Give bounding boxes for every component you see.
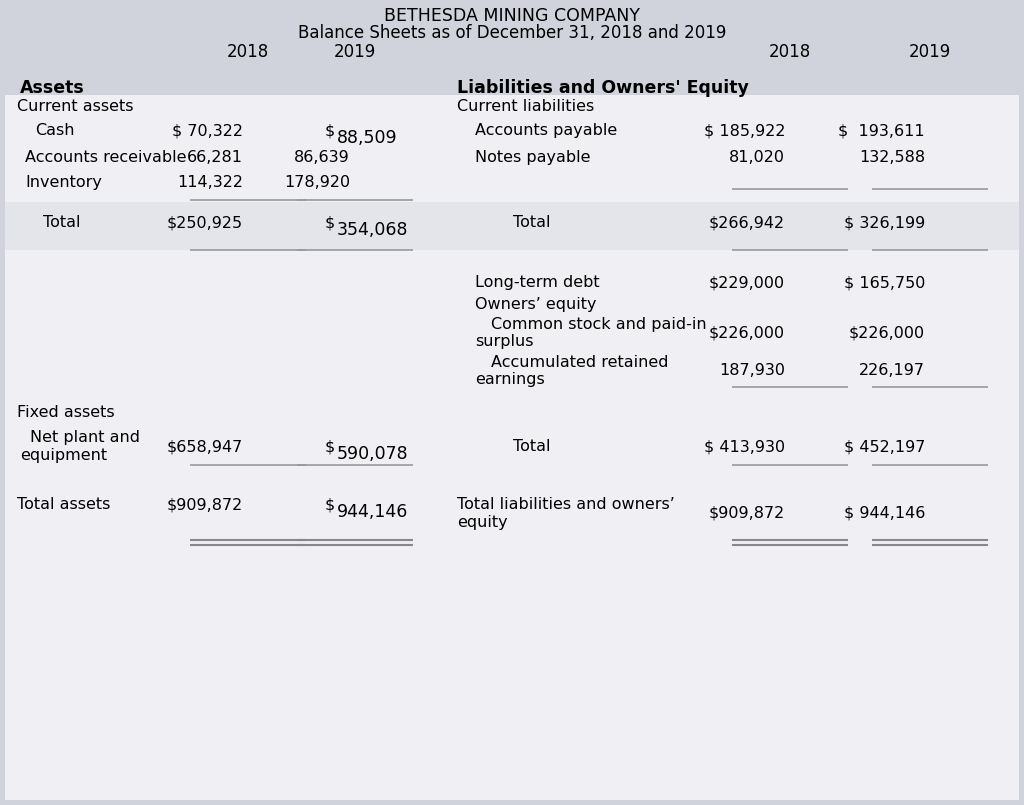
Text: Common stock and paid-in: Common stock and paid-in xyxy=(490,317,707,332)
Text: $658,947: $658,947 xyxy=(167,439,243,454)
Text: 226,197: 226,197 xyxy=(859,363,925,378)
Text: $ 70,322: $ 70,322 xyxy=(172,123,243,138)
FancyBboxPatch shape xyxy=(5,202,1019,250)
Text: Assets: Assets xyxy=(20,79,85,97)
Text: earnings: earnings xyxy=(475,372,545,387)
Text: surplus: surplus xyxy=(475,334,534,349)
Text: Total: Total xyxy=(43,215,81,230)
Text: 88,509: 88,509 xyxy=(337,129,397,147)
Text: 590,078: 590,078 xyxy=(337,445,409,463)
Text: equity: equity xyxy=(457,515,508,530)
Text: Owners’ equity: Owners’ equity xyxy=(475,297,597,312)
Text: $ 326,199: $ 326,199 xyxy=(844,215,925,230)
Text: Current assets: Current assets xyxy=(17,99,133,114)
Text: 178,920: 178,920 xyxy=(284,175,350,190)
Text: Accounts payable: Accounts payable xyxy=(475,123,617,138)
Text: $: $ xyxy=(325,215,335,230)
Text: $ 413,930: $ 413,930 xyxy=(703,439,785,454)
Text: Cash: Cash xyxy=(35,123,75,138)
Text: $ 185,922: $ 185,922 xyxy=(703,123,785,138)
Text: Total assets: Total assets xyxy=(17,497,111,512)
Text: 2019: 2019 xyxy=(334,43,376,61)
Text: 66,281: 66,281 xyxy=(187,150,243,165)
Text: BETHESDA MINING COMPANY: BETHESDA MINING COMPANY xyxy=(384,7,640,25)
Text: 187,930: 187,930 xyxy=(719,363,785,378)
Text: Long-term debt: Long-term debt xyxy=(475,275,600,290)
Text: Net plant and: Net plant and xyxy=(30,430,140,445)
Text: 2018: 2018 xyxy=(769,43,811,61)
Text: $250,925: $250,925 xyxy=(167,215,243,230)
Text: Inventory: Inventory xyxy=(25,175,101,190)
Text: $229,000: $229,000 xyxy=(709,275,785,290)
Text: 354,068: 354,068 xyxy=(337,221,409,239)
Text: Liabilities and Owners' Equity: Liabilities and Owners' Equity xyxy=(457,79,749,97)
Text: $909,872: $909,872 xyxy=(167,497,243,512)
Text: Accounts receivable: Accounts receivable xyxy=(25,150,186,165)
Text: Total liabilities and owners’: Total liabilities and owners’ xyxy=(457,497,675,512)
Text: $266,942: $266,942 xyxy=(709,215,785,230)
FancyBboxPatch shape xyxy=(5,5,1019,800)
Text: Notes payable: Notes payable xyxy=(475,150,591,165)
Text: Current liabilities: Current liabilities xyxy=(457,99,594,114)
Text: Accumulated retained: Accumulated retained xyxy=(490,355,669,370)
Text: $ 452,197: $ 452,197 xyxy=(844,439,925,454)
Text: Fixed assets: Fixed assets xyxy=(17,405,115,420)
Text: $ 165,750: $ 165,750 xyxy=(844,275,925,290)
Text: Total: Total xyxy=(513,215,551,230)
Text: 114,322: 114,322 xyxy=(177,175,243,190)
Text: 944,146: 944,146 xyxy=(337,503,409,521)
Text: 2018: 2018 xyxy=(227,43,269,61)
Text: 132,588: 132,588 xyxy=(859,150,925,165)
Text: $ 944,146: $ 944,146 xyxy=(844,506,925,521)
Text: $: $ xyxy=(325,497,335,512)
Text: equipment: equipment xyxy=(20,448,108,463)
Text: 2019: 2019 xyxy=(909,43,951,61)
Text: Total: Total xyxy=(513,439,551,454)
Text: $226,000: $226,000 xyxy=(849,325,925,340)
Text: $  193,611: $ 193,611 xyxy=(839,123,925,138)
Text: $: $ xyxy=(325,123,335,138)
Text: $226,000: $226,000 xyxy=(709,325,785,340)
FancyBboxPatch shape xyxy=(5,0,1019,95)
Text: 86,639: 86,639 xyxy=(294,150,350,165)
Text: 81,020: 81,020 xyxy=(729,150,785,165)
Text: $: $ xyxy=(325,439,335,454)
Text: $909,872: $909,872 xyxy=(709,506,785,521)
Text: Balance Sheets as of December 31, 2018 and 2019: Balance Sheets as of December 31, 2018 a… xyxy=(298,24,726,42)
